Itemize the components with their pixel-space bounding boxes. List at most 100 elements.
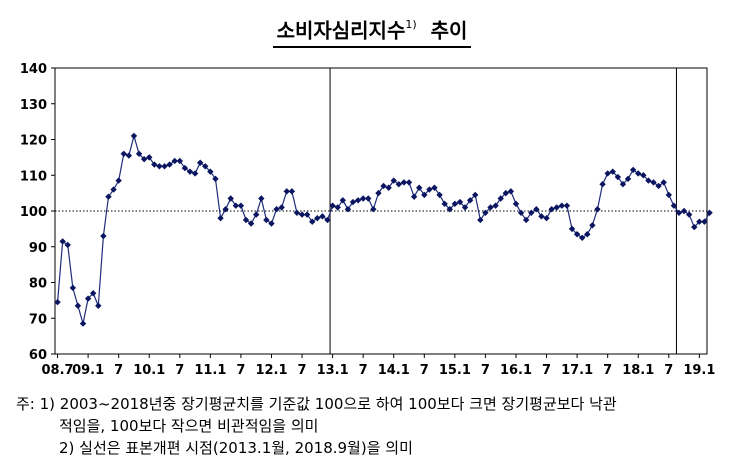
data-point [461,204,469,211]
data-point [573,231,581,238]
data-point [217,214,224,222]
chart-title-underlined: 소비자심리지수1) 추이 [272,14,472,48]
data-point [258,195,265,202]
y-tick-label: 110 [20,169,47,184]
data-point [421,191,428,199]
data-point [553,204,560,211]
data-point [441,200,448,208]
data-point [69,284,77,292]
data-point [517,209,525,216]
data-point [492,202,499,209]
data-point [135,150,143,157]
title-suffix: 추이 [430,18,468,43]
x-tick-label: 13.1 [317,363,349,378]
x-tick-label: 08.7 [42,363,74,378]
data-point [395,180,403,188]
data-point [161,163,168,170]
data-point [227,195,234,202]
footnote-line-3: 2) 실선은 표본개편 시점(2013.1월, 2018.9월)을 의미 [59,439,413,457]
data-point [151,161,158,168]
data-point [670,202,678,209]
data-point [95,302,102,309]
data-point [329,202,336,209]
data-point [635,170,642,177]
data-point [146,154,153,161]
data-point [410,193,418,200]
x-tick-label: 19.1 [683,363,715,378]
data-point [385,184,392,191]
data-point [522,216,530,224]
x-tick-label: 7 [481,363,490,378]
data-point [665,191,672,199]
data-point [196,159,204,166]
data-point [390,177,397,184]
y-tick-label: 140 [20,62,47,77]
data-point [558,202,566,209]
data-point [472,191,479,199]
data-point [497,195,504,202]
data-point [543,214,550,222]
data-point [278,204,285,211]
data-point [655,182,662,190]
data-point [568,225,576,233]
data-point [324,216,331,224]
data-point [344,206,352,213]
data-point [64,241,71,249]
data-point [298,211,306,218]
data-point [370,206,377,213]
y-tick-label: 100 [20,205,47,220]
data-point [624,175,632,183]
data-point [487,204,494,211]
data-point [79,320,87,327]
data-point [604,170,611,177]
data-point [548,206,555,213]
x-tick-label: 16.1 [500,363,532,378]
data-point [609,168,616,175]
data-point [166,161,173,168]
data-point [375,189,382,197]
data-point [512,200,520,208]
data-point [54,298,61,306]
title-footnote-mark: 1) [405,18,417,31]
data-point [181,164,189,172]
chart-series-layer [54,132,713,327]
data-point [533,206,540,213]
data-point [466,197,474,204]
data-point [691,223,698,231]
x-tick-label: 7 [664,363,673,378]
data-point [477,216,484,224]
data-point [400,179,408,186]
data-point [140,155,148,163]
data-point [599,180,606,188]
data-point [528,209,535,216]
title-main: 소비자심리지수 [276,18,406,43]
data-point [242,216,250,224]
line-chart: 60 70 80 90 100 110 120 130 140 08.709.1 7 10.1 7 11.… [20,62,716,378]
data-point [502,189,509,197]
y-tick-label: 120 [20,134,47,149]
data-point [191,170,199,177]
data-point [584,231,591,238]
data-point [314,214,321,222]
data-point [263,216,270,224]
data-point [436,191,443,199]
data-point [186,168,194,175]
data-point [507,188,515,195]
data-point [594,206,601,213]
data-point [482,209,489,216]
footnote-line-1: 주: 1) 2003~2018년중 장기평균치를 기준값 100으로 하여 10… [16,395,617,413]
data-point [354,197,362,204]
data-point [202,163,209,170]
data-point [125,152,133,159]
data-point [334,204,341,211]
data-point [589,222,596,229]
x-tick-label: 7 [542,363,551,378]
data-point [207,168,214,175]
data-point [283,188,290,195]
data-point [176,157,183,165]
data-point [130,132,138,140]
data-point [171,157,178,165]
data-point [446,206,453,213]
y-tick-label: 80 [29,277,47,292]
data-point [309,218,316,225]
